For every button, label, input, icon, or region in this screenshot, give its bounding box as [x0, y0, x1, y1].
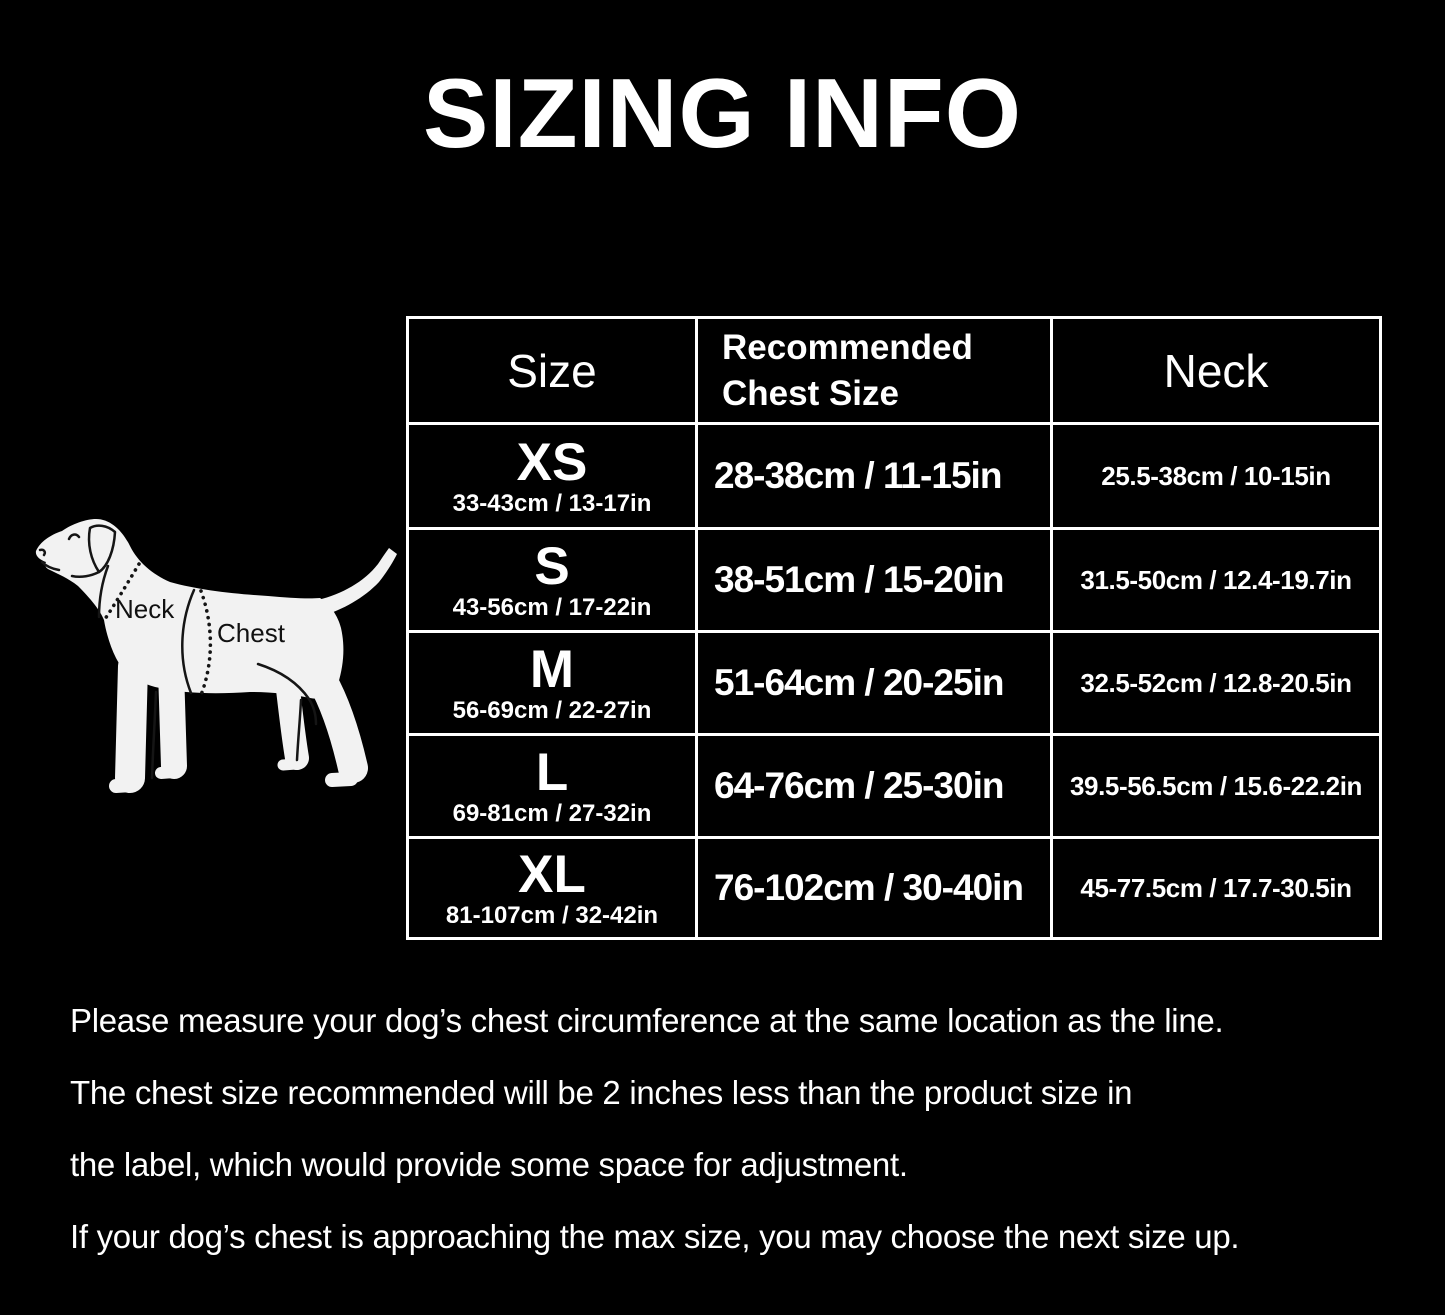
header-neck: Neck — [1053, 319, 1379, 422]
size-value: S — [534, 537, 570, 596]
table-row-xs-chest: 28-38cm / 11-15in — [698, 425, 1050, 527]
notes: Please measure your dog’s chest circumfe… — [70, 1002, 1410, 1256]
sizing-table: Size Recommended Chest Size Neck XS 33-4… — [406, 316, 1382, 940]
dog-illustration: Neck Chest — [35, 519, 397, 793]
size-range: 81-107cm / 32-42in — [445, 902, 659, 929]
dog-silhouette — [35, 519, 397, 699]
size-value: L — [535, 743, 569, 802]
size-range: 56-69cm / 22-27in — [452, 697, 652, 724]
header-chest-label: Recommended Chest Size — [722, 328, 973, 413]
chest-measure-line — [181, 588, 213, 697]
table-row-xs-size: XS 33-43cm / 13-17in — [409, 425, 695, 527]
table-row-xl-size: XL 81-107cm / 32-42in — [409, 839, 695, 937]
note-line: the label, which would provide some spac… — [70, 1145, 908, 1183]
neck-measure-line — [97, 562, 141, 621]
table-row-l-chest: 64-76cm / 25-30in — [698, 736, 1050, 836]
table-row-m-size: M 56-69cm / 22-27in — [409, 633, 695, 733]
size-range: 69-81cm / 27-32in — [452, 800, 652, 827]
table-row-xs-neck: 25.5-38cm / 10-15in — [1053, 425, 1379, 527]
dog-nose — [38, 548, 47, 557]
header-chest: Recommended Chest Size — [698, 319, 1050, 422]
table-row-s-chest: 38-51cm / 15-20in — [698, 530, 1050, 630]
size-range: 43-56cm / 17-22in — [452, 594, 652, 621]
table-row-l-neck: 39.5-56.5cm / 15.6-22.2in — [1053, 736, 1379, 836]
dog-tail — [314, 548, 397, 617]
dog-eye — [67, 533, 81, 541]
dog-face-lines — [38, 533, 318, 780]
table-row-m-neck: 32.5-52cm / 12.8-20.5in — [1053, 633, 1379, 733]
note-line: If your dog’s chest is approaching the m… — [70, 1217, 1240, 1255]
dog-mouth — [40, 560, 61, 572]
table-row-s-size: S 43-56cm / 17-22in — [409, 530, 695, 630]
table-row-xl-chest: 76-102cm / 30-40in — [698, 839, 1050, 937]
neck-label: Neck — [115, 594, 175, 624]
note-line: The chest size recommended will be 2 inc… — [70, 1073, 1133, 1111]
table-row-xl-neck: 45-77.5cm / 17.7-30.5in — [1053, 839, 1379, 937]
table-row-m-chest: 51-64cm / 20-25in — [698, 633, 1050, 733]
size-range: 33-43cm / 13-17in — [452, 490, 652, 517]
chest-label: Chest — [217, 618, 286, 648]
size-value: XS — [516, 433, 588, 492]
dog-legs — [109, 651, 368, 793]
dog-diagram: Neck Chest — [20, 488, 410, 818]
table-row-l-size: L 69-81cm / 27-32in — [409, 736, 695, 836]
header-size: Size — [409, 319, 695, 422]
page-title: SIZING INFO — [423, 58, 1022, 168]
dog-ear — [87, 524, 117, 574]
note-line: Please measure your dog’s chest circumfe… — [70, 1002, 1224, 1039]
size-value: M — [529, 640, 575, 699]
size-value: XL — [518, 845, 586, 904]
table-row-s-neck: 31.5-50cm / 12.4-19.7in — [1053, 530, 1379, 630]
dog-body — [35, 519, 344, 699]
